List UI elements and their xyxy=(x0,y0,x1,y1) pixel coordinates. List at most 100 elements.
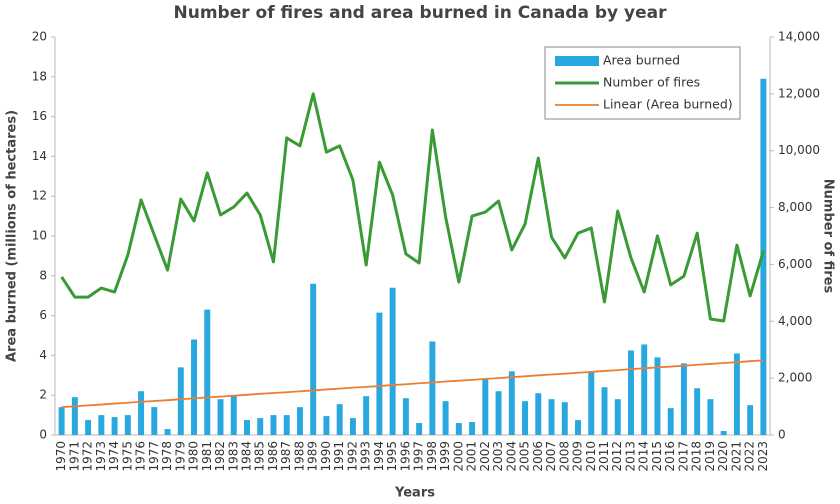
bar xyxy=(270,415,277,435)
bar xyxy=(442,401,449,435)
x-tick-label: 1979 xyxy=(173,441,187,472)
x-tick-label: 1992 xyxy=(345,441,359,472)
x-tick-label: 2007 xyxy=(544,441,558,472)
x-tick-label: 1990 xyxy=(319,441,333,472)
y-tick-label: 6 xyxy=(39,308,47,322)
bar xyxy=(244,420,250,435)
legend-label: Linear (Area burned) xyxy=(603,97,733,112)
y-tick-label: 20 xyxy=(32,30,47,44)
x-tick-label: 2010 xyxy=(584,441,598,472)
bar xyxy=(720,431,727,435)
legend-label: Area burned xyxy=(603,53,680,68)
bar xyxy=(654,357,661,435)
bar xyxy=(588,371,595,435)
x-tick-label: 1997 xyxy=(412,441,426,472)
x-tick-label: 1991 xyxy=(332,441,346,472)
bar xyxy=(151,407,158,435)
bar xyxy=(402,398,409,435)
x-tick-label: 2013 xyxy=(623,441,637,472)
y-tick-label: 8 xyxy=(39,268,47,282)
x-tick-label: 1973 xyxy=(94,441,108,472)
y2-tick-label: 2,000 xyxy=(778,371,812,385)
bar xyxy=(323,416,330,435)
x-tick-label: 2000 xyxy=(451,441,465,472)
bar xyxy=(217,399,224,435)
x-tick-label: 1988 xyxy=(292,441,306,472)
bar xyxy=(495,391,502,435)
x-tick-label: 1975 xyxy=(120,441,134,472)
x-tick-label: 1998 xyxy=(425,441,439,472)
bar xyxy=(614,399,621,435)
x-tick-label: 2014 xyxy=(637,441,651,472)
bar xyxy=(508,371,515,435)
y-tick-label: 0 xyxy=(39,428,47,442)
y-axis-title: Area burned (millions of hectares) xyxy=(5,110,20,362)
x-tick-label: 1989 xyxy=(306,441,320,472)
bar xyxy=(548,399,555,435)
x-tick-label: 1986 xyxy=(266,441,280,472)
x-tick-label: 1995 xyxy=(385,441,399,472)
y-tick-label: 10 xyxy=(32,229,47,243)
x-tick-label: 1984 xyxy=(239,441,253,472)
bar xyxy=(627,350,634,435)
y2-axis-title: Number of fires xyxy=(821,179,836,294)
bar xyxy=(257,418,264,435)
legend-swatch xyxy=(555,56,599,66)
bar xyxy=(707,399,714,435)
bar xyxy=(429,341,436,435)
bar xyxy=(349,418,356,435)
bar xyxy=(85,420,92,435)
y2-tick-label: 0 xyxy=(778,428,786,442)
x-tick-label: 2005 xyxy=(518,441,532,472)
y-tick-label: 16 xyxy=(32,109,47,123)
bar xyxy=(575,420,581,435)
x-tick-label: 2004 xyxy=(504,441,518,472)
x-tick-label: 2011 xyxy=(597,441,611,472)
x-tick-label: 2022 xyxy=(743,441,757,472)
bar xyxy=(164,429,171,435)
x-tick-label: 2012 xyxy=(610,441,624,472)
y2-tick-label: 4,000 xyxy=(778,314,812,328)
x-tick-label: 2019 xyxy=(703,441,717,472)
x-tick-label: 1977 xyxy=(147,441,161,472)
line xyxy=(60,92,765,323)
bar xyxy=(71,397,78,435)
bar xyxy=(138,391,145,435)
bar xyxy=(667,408,674,435)
bar xyxy=(336,404,343,435)
y2-tick-label: 8,000 xyxy=(778,200,812,214)
bar xyxy=(98,415,105,435)
x-tick-label: 1981 xyxy=(200,441,214,472)
bar xyxy=(760,78,767,435)
bar xyxy=(535,393,542,435)
x-tick-label: 1982 xyxy=(213,441,227,472)
bar xyxy=(733,353,740,435)
y-tick-label: 2 xyxy=(39,388,47,402)
bar xyxy=(482,379,489,435)
bar xyxy=(177,367,184,435)
x-tick-label: 2016 xyxy=(663,441,677,472)
x-tick-label: 2018 xyxy=(690,441,704,472)
x-tick-label: 2003 xyxy=(491,441,505,472)
x-tick-label: 2009 xyxy=(571,441,585,472)
x-axis-title: Years xyxy=(394,486,435,501)
x-tick-label: 2023 xyxy=(756,441,770,472)
bar xyxy=(283,415,290,435)
y-tick-label: 12 xyxy=(32,189,47,203)
x-tick-label: 1976 xyxy=(134,441,148,472)
bar xyxy=(561,402,568,435)
x-tick-label: 1996 xyxy=(398,441,412,472)
x-tick-label: 1983 xyxy=(226,441,240,472)
x-tick-label: 2006 xyxy=(531,441,545,472)
bar xyxy=(389,287,396,435)
bar xyxy=(230,395,237,435)
bar xyxy=(455,423,462,435)
line xyxy=(61,359,764,409)
bar xyxy=(469,422,476,435)
x-tick-label: 1987 xyxy=(279,441,293,472)
x-tick-label: 1974 xyxy=(107,441,121,472)
x-tick-label: 1978 xyxy=(160,441,174,472)
x-tick-label: 1994 xyxy=(372,441,386,472)
x-tick-label: 2017 xyxy=(676,441,690,472)
